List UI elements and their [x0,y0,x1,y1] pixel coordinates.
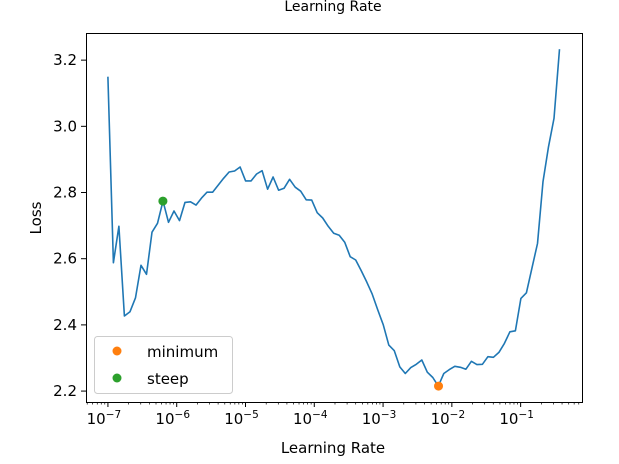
y-tick-label: 2.2 [53,382,77,400]
y-tick-label: 3.2 [53,51,77,69]
legend: minimum steep [94,336,233,394]
y-tick-label: 2.6 [53,250,77,268]
legend-label-steep: steep [147,370,189,388]
y-axis-label: Loss [27,201,45,234]
x-tick-label: 10−5 [224,409,259,428]
legend-marker-minimum [112,346,122,356]
x-tick-label: 10−1 [499,409,534,428]
x-tick-label: 10−2 [431,409,466,428]
y-tick-label: 3.0 [53,117,77,135]
chart-title: Learning Rate [284,0,381,15]
markers-group [158,196,444,391]
legend-label-minimum: minimum [147,343,218,361]
plot-frame [86,33,583,403]
x-tick-label: 10−6 [155,409,190,428]
x-tick-label: 10−4 [293,409,328,428]
legend-box [94,336,233,394]
minimum-point [434,381,444,391]
y-axis-ticks: 2.2 2.4 2.6 2.8 3.0 3.2 [53,51,86,400]
y-tick-label: 2.4 [53,316,77,334]
loss-line [107,49,561,387]
x-tick-label: 10−3 [362,409,397,428]
legend-marker-steep [112,373,122,383]
x-axis-ticks: 10−7 10−6 10−5 10−4 10−3 10−2 10−1 [87,402,580,428]
x-tick-label: 10−7 [87,409,122,428]
x-axis-label: Learning Rate [281,439,385,457]
steep-point [158,196,168,206]
series-group [107,49,561,387]
y-tick-label: 2.8 [53,184,77,202]
